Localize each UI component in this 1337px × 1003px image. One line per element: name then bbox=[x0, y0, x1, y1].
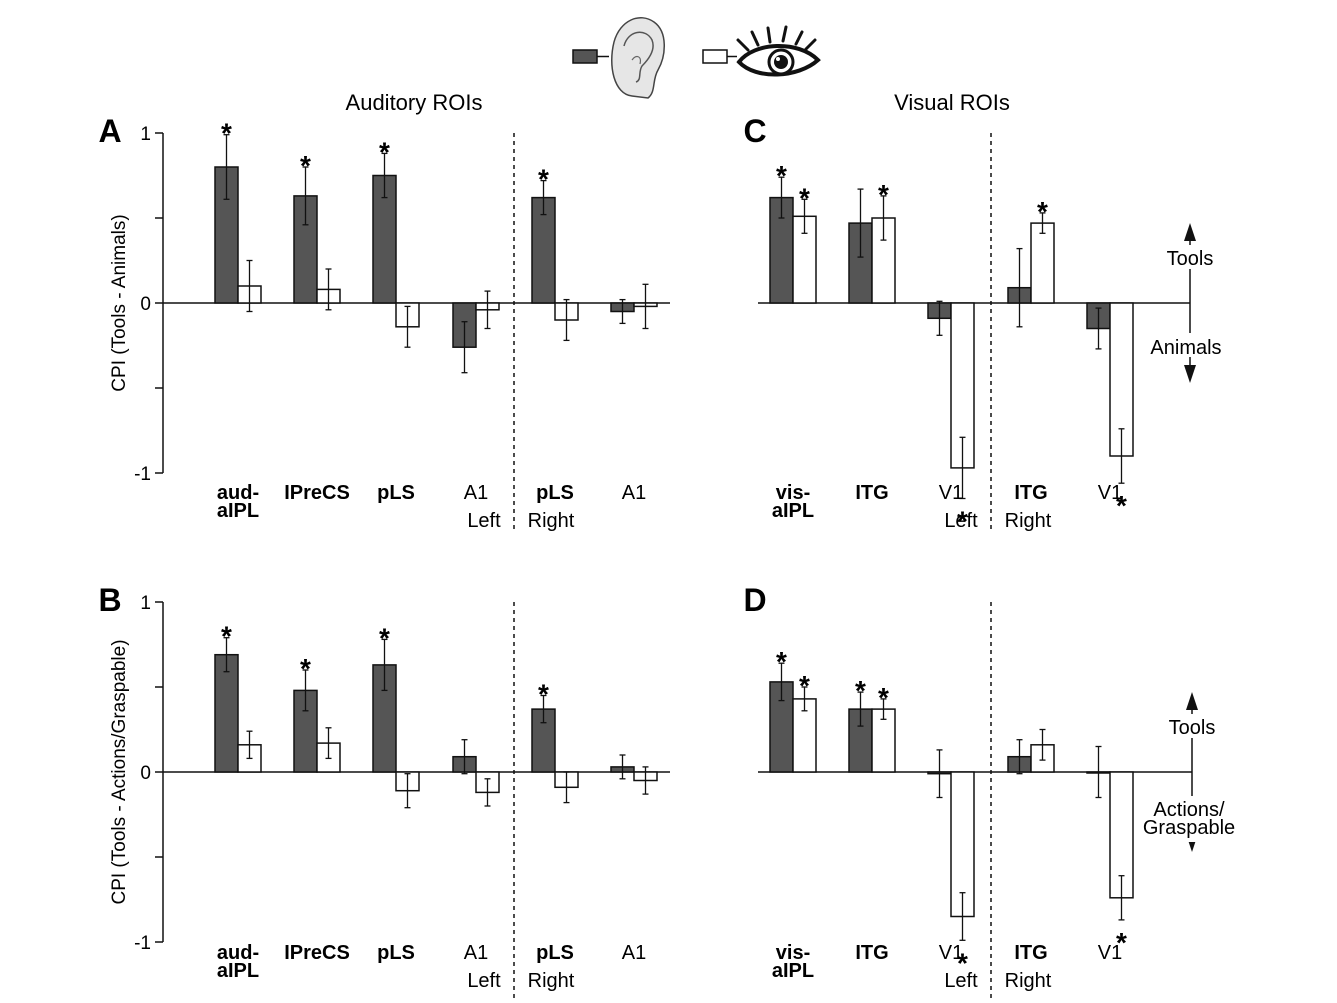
significance-star: * bbox=[878, 682, 889, 713]
arrow-up-icon bbox=[1184, 223, 1196, 241]
panel-letter-b: B bbox=[98, 582, 121, 618]
category-label: vis- bbox=[776, 942, 810, 964]
category-label-line2: aIPL bbox=[217, 500, 259, 522]
panel-letter-d: D bbox=[743, 582, 766, 618]
category-label: pLS bbox=[377, 942, 415, 964]
direction-label-up: Tools bbox=[1169, 717, 1216, 739]
y-axis-label: CPI (Tools - Animals) bbox=[109, 214, 130, 391]
direction-label-down: Animals bbox=[1150, 337, 1221, 359]
category-label: aud- bbox=[217, 482, 259, 504]
category-label: V1 bbox=[939, 942, 963, 964]
category-label: pLS bbox=[536, 942, 574, 964]
significance-star: * bbox=[221, 118, 232, 149]
significance-star: * bbox=[1116, 490, 1127, 521]
significance-star: * bbox=[878, 179, 889, 210]
significance-star: * bbox=[799, 670, 810, 701]
y-tick-label: -1 bbox=[134, 933, 151, 954]
legend bbox=[572, 17, 821, 99]
significance-star: * bbox=[1116, 927, 1127, 958]
arrow-up-icon bbox=[1186, 692, 1198, 710]
category-label: pLS bbox=[536, 482, 574, 504]
y-tick-label: 0 bbox=[140, 294, 151, 315]
bar-visual-3 bbox=[1030, 222, 1055, 304]
category-label-line2: aIPL bbox=[772, 500, 814, 522]
category-label: A1 bbox=[622, 942, 646, 964]
hemisphere-label: Left bbox=[467, 970, 501, 992]
significance-star: * bbox=[379, 136, 390, 167]
arrow-down-icon bbox=[1184, 365, 1196, 383]
category-label: vis- bbox=[776, 482, 810, 504]
significance-star: * bbox=[957, 506, 968, 537]
panel-d: D Tools Actions/Graspable * * * * * * vis-aIPL ITG… bbox=[743, 582, 1240, 1002]
direction-label-down-line1: Actions/ bbox=[1153, 799, 1225, 821]
category-label: pLS bbox=[377, 482, 415, 504]
panel-letter-c: C bbox=[743, 113, 766, 149]
direction-label-bg bbox=[1158, 714, 1226, 738]
significance-star: * bbox=[379, 622, 390, 653]
panel-letter-a: A bbox=[98, 113, 121, 149]
category-label-line2: aIPL bbox=[772, 960, 814, 982]
y-axis-label: CPI (Tools - Actions/Graspable) bbox=[109, 639, 130, 904]
legend-swatch-visual bbox=[702, 49, 728, 64]
legend-swatch-auditory bbox=[572, 49, 598, 64]
y-tick-label: 0 bbox=[140, 763, 151, 784]
heading-auditory-rois: Auditory ROIs bbox=[346, 90, 483, 115]
hemisphere-label: Right bbox=[528, 970, 575, 992]
category-label: ITG bbox=[855, 942, 888, 964]
significance-star: * bbox=[221, 621, 232, 652]
significance-star: * bbox=[776, 646, 787, 677]
direction-label-bg bbox=[1148, 333, 1232, 357]
significance-star: * bbox=[300, 653, 311, 684]
significance-star: * bbox=[855, 675, 866, 706]
category-label: aud- bbox=[217, 942, 259, 964]
category-label: V1 bbox=[1098, 942, 1122, 964]
direction-label-down-line2: Graspable bbox=[1143, 817, 1235, 839]
hemisphere-label: Left bbox=[944, 970, 978, 992]
significance-star: * bbox=[538, 164, 549, 195]
hemisphere-label: Right bbox=[528, 510, 575, 532]
hemisphere-label: Right bbox=[1005, 510, 1052, 532]
significance-star: * bbox=[538, 679, 549, 710]
category-label: V1 bbox=[1098, 482, 1122, 504]
category-label: A1 bbox=[464, 942, 488, 964]
hemisphere-label: Left bbox=[467, 510, 501, 532]
category-label: IPreCS bbox=[284, 942, 350, 964]
y-tick-label: 1 bbox=[140, 124, 151, 145]
panel-a: A 1 0 -1 CPI (Tools - Animals) * * * * aud-aIPL IP… bbox=[98, 113, 670, 533]
significance-star: * bbox=[1037, 196, 1048, 227]
category-label: ITG bbox=[855, 482, 888, 504]
direction-label-bg bbox=[1136, 796, 1240, 842]
category-label-line2: aIPL bbox=[217, 960, 259, 982]
category-label: ITG bbox=[1014, 942, 1047, 964]
hemisphere-label: Left bbox=[944, 510, 978, 532]
panel-b: B 1 0 -1 CPI (Tools - Actions/Graspable) * * * *… bbox=[98, 582, 670, 1002]
significance-star: * bbox=[957, 947, 968, 978]
panel-c: C Tools Animals * * * * * * vis-aIPL ITG V1 ITG V1 Lef… bbox=[743, 113, 1232, 537]
ear-icon bbox=[611, 17, 665, 99]
y-tick-label: -1 bbox=[134, 464, 151, 485]
eye-icon bbox=[736, 25, 821, 77]
category-label: IPreCS bbox=[284, 482, 350, 504]
heading-visual-rois: Visual ROIs bbox=[894, 90, 1010, 115]
y-tick-label: 1 bbox=[140, 593, 151, 614]
category-label: A1 bbox=[464, 482, 488, 504]
significance-star: * bbox=[776, 160, 787, 191]
hemisphere-label: Right bbox=[1005, 970, 1052, 992]
direction-label-bg bbox=[1156, 245, 1224, 269]
significance-star: * bbox=[300, 150, 311, 181]
category-label: A1 bbox=[622, 482, 646, 504]
category-label: ITG bbox=[1014, 482, 1047, 504]
significance-star: * bbox=[799, 182, 810, 213]
direction-label-up: Tools bbox=[1167, 248, 1214, 270]
category-label: V1 bbox=[939, 482, 963, 504]
